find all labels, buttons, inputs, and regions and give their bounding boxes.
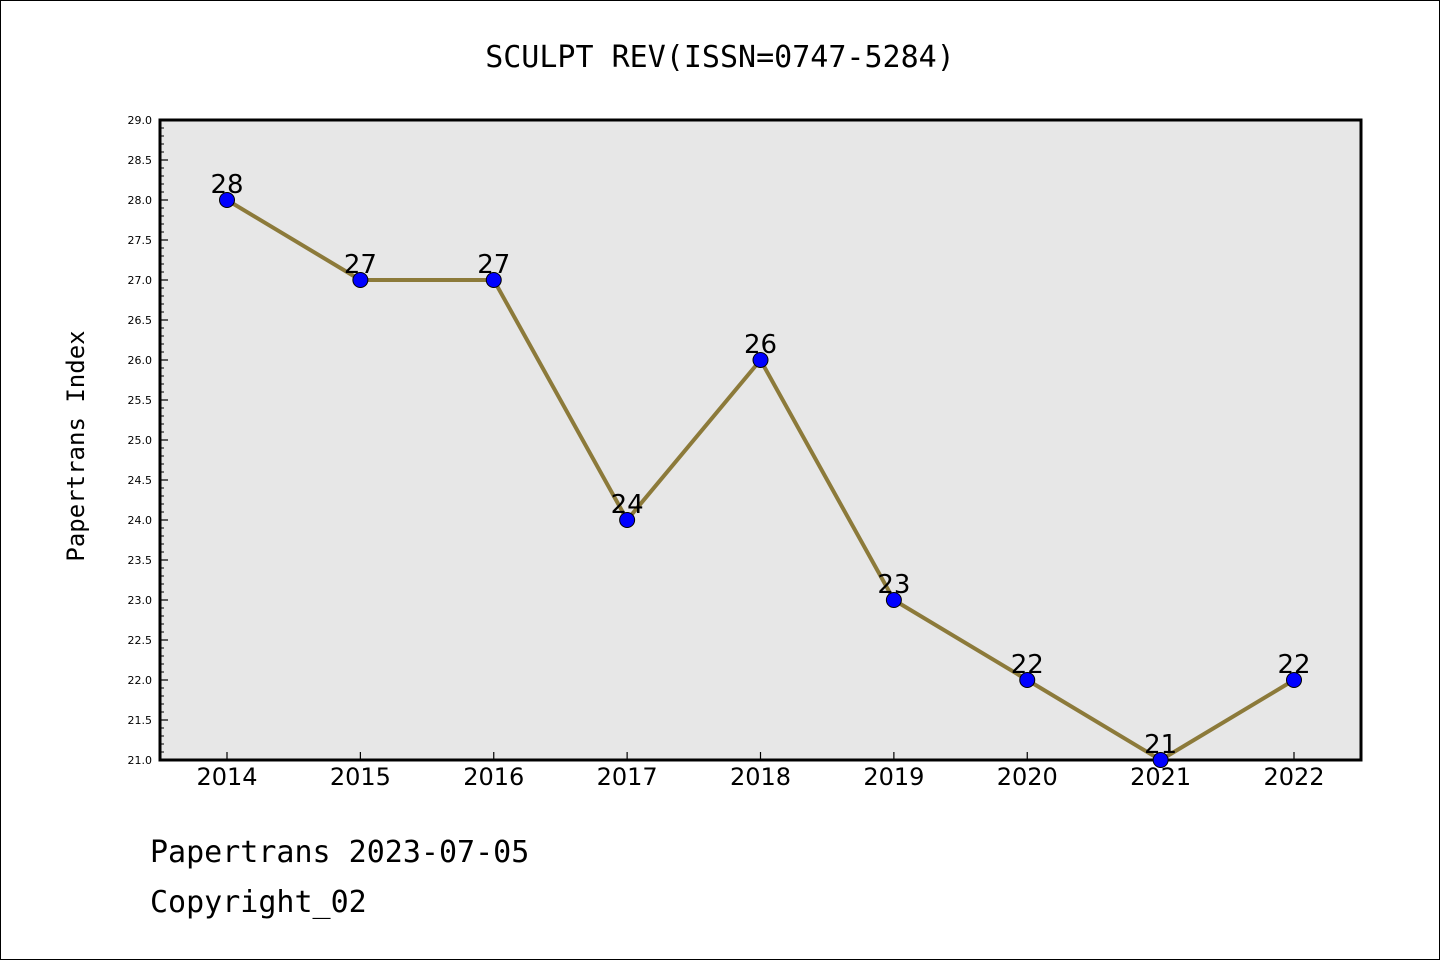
y-tick-label: 23.5 bbox=[128, 554, 153, 567]
x-tick-label: 2015 bbox=[330, 763, 391, 791]
data-point bbox=[1019, 672, 1036, 688]
data-point bbox=[1286, 672, 1302, 688]
data-label: 23 bbox=[877, 570, 910, 600]
data-label: 21 bbox=[1144, 730, 1177, 760]
y-tick-label: 24.5 bbox=[128, 474, 153, 487]
y-tick-label: 27.5 bbox=[128, 234, 153, 247]
x-tick-label: 2014 bbox=[196, 763, 257, 791]
data-label: 28 bbox=[210, 170, 243, 200]
x-tick-label: 2017 bbox=[597, 763, 658, 791]
footer-date: Papertrans 2023-07-05 bbox=[150, 835, 530, 870]
y-axis: 21.0 21.5 22.0 22.5 23.0 23.5 24.0 24.5 25.0 25.5… bbox=[128, 114, 168, 767]
data-point bbox=[485, 272, 502, 288]
plot-area bbox=[158, 118, 1363, 762]
x-tick-label: 2019 bbox=[863, 763, 924, 791]
x-tick-label: 2018 bbox=[730, 763, 791, 791]
y-tick-label: 22.5 bbox=[128, 634, 153, 647]
series-markers bbox=[219, 192, 1302, 768]
data-point bbox=[752, 352, 769, 368]
data-point bbox=[619, 512, 636, 528]
data-label: 22 bbox=[1011, 650, 1044, 680]
data-label: 26 bbox=[744, 330, 777, 360]
footer-copyright: Copyright_02 bbox=[150, 885, 367, 920]
y-tick-label: 23.0 bbox=[128, 594, 153, 607]
y-tick-label: 28.5 bbox=[128, 154, 153, 167]
data-label: 27 bbox=[477, 250, 510, 280]
data-label: 22 bbox=[1277, 650, 1310, 680]
x-axis: 2014 2015 2016 2017 2018 2019 2020 2021 2022 bbox=[196, 752, 1325, 791]
y-tick-label: 21.0 bbox=[128, 754, 153, 767]
y-tick-label: 21.5 bbox=[128, 714, 153, 727]
data-point bbox=[1152, 752, 1169, 768]
x-tick-label: 2016 bbox=[463, 763, 524, 791]
y-tick-label: 22.0 bbox=[128, 674, 153, 687]
x-tick-label: 2020 bbox=[997, 763, 1058, 791]
y-tick-label: 28.0 bbox=[128, 194, 153, 207]
y-tick-label: 29.0 bbox=[128, 114, 153, 127]
y-axis-label: Papertrans Index bbox=[62, 330, 90, 561]
x-tick-label: 2022 bbox=[1263, 763, 1324, 791]
data-label: 24 bbox=[611, 490, 644, 520]
data-point bbox=[219, 192, 235, 208]
y-tick-label: 26.5 bbox=[128, 314, 153, 327]
y-tick-label: 26.0 bbox=[128, 354, 153, 367]
y-tick-label: 27.0 bbox=[128, 274, 153, 287]
data-label: 27 bbox=[344, 250, 377, 280]
data-labels: 28 27 27 24 26 23 22 21 22 bbox=[210, 170, 1310, 760]
chart-title: SCULPT REV(ISSN=0747-5284) bbox=[485, 40, 955, 75]
data-point bbox=[352, 272, 369, 288]
y-tick-label: 25.5 bbox=[128, 394, 153, 407]
y-tick-label: 24.0 bbox=[128, 514, 153, 527]
data-point bbox=[885, 592, 902, 608]
y-tick-label: 25.0 bbox=[128, 434, 153, 447]
